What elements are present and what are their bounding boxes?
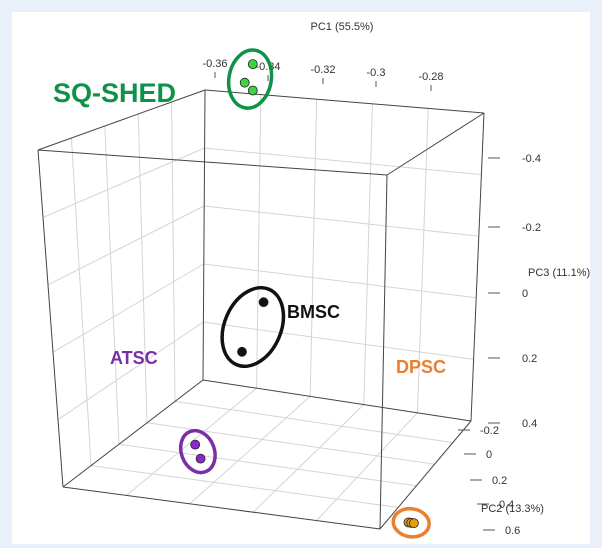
data-point-atsc — [190, 439, 201, 450]
pc3-tick-label: 0 — [522, 288, 528, 300]
grid-line — [70, 137, 92, 466]
box-edge — [37, 149, 388, 176]
cluster-ellipse-atsc — [178, 428, 217, 475]
data-point-sq-shed — [239, 77, 250, 88]
points-layer — [190, 59, 419, 529]
grid-line — [57, 321, 204, 421]
pc1-tick-label: -0.28 — [418, 71, 443, 83]
grid-line — [203, 263, 477, 299]
box-edge — [470, 112, 485, 422]
box-edge — [379, 420, 472, 530]
box-edge — [202, 89, 206, 381]
pc3-axis-title: PC3 (11.1%) — [528, 267, 590, 279]
grid-line — [256, 94, 262, 389]
box-edge — [37, 89, 206, 151]
grid-line — [171, 101, 176, 402]
pc2-tick-label: 0.6 — [505, 525, 520, 537]
grid-line — [90, 465, 399, 508]
group-label-dpsc: DPSC — [396, 357, 446, 377]
pc2-tick-label: 0.2 — [492, 475, 507, 487]
grid-line — [137, 113, 148, 423]
data-point-sq-shed — [247, 59, 258, 69]
clusters-layer — [178, 48, 431, 539]
pc1-tick-label: -0.3 — [367, 67, 386, 79]
plot-panel — [12, 12, 590, 544]
grid-line — [316, 412, 418, 521]
grid-line — [416, 108, 429, 413]
box-edge — [62, 486, 381, 530]
grid-line — [204, 205, 479, 237]
group-label-sq-shed: SQ-SHED — [53, 78, 176, 108]
box-edge — [37, 149, 64, 488]
box-edge — [386, 112, 485, 176]
pc3-tick-label: -0.2 — [522, 222, 541, 234]
grid-line — [118, 443, 417, 487]
data-point-dpsc — [408, 518, 419, 529]
pc3-tick-label: 0.2 — [522, 353, 537, 365]
pc1-tick-label: -0.32 — [310, 64, 335, 76]
grid-layer — [42, 94, 482, 521]
data-point-sq-shed — [247, 85, 258, 96]
grid-line — [363, 103, 373, 405]
pc1-tick-label: -0.34 — [255, 61, 280, 73]
grid-line — [189, 396, 311, 505]
group-label-atsc: ATSC — [110, 348, 158, 368]
box-edge — [202, 379, 472, 422]
group-label-bmsc: BMSC — [287, 302, 340, 322]
grid-line — [309, 99, 318, 397]
data-point-atsc — [195, 453, 206, 464]
grid-line — [174, 400, 453, 444]
pc2-axis-title: PC2 (13.3%) — [481, 503, 544, 515]
box-edge — [62, 379, 204, 488]
pc3-tick-label: 0.4 — [522, 418, 537, 430]
pc1-tick-label: -0.36 — [202, 58, 227, 70]
box-layer — [37, 89, 485, 530]
pc1-axis-title: PC1 (55.5%) — [311, 21, 374, 33]
ticks-layer: -0.36 -0.34 -0.32 -0.3 -0.28 -0.4 -0.2 0 0.2 0.4 -… — [202, 58, 541, 537]
grid-line — [252, 404, 365, 513]
grid-line — [104, 125, 120, 445]
pc2-tick-label: 0.4 — [499, 499, 514, 511]
grid-line — [204, 147, 482, 176]
grid-line — [47, 205, 205, 286]
cluster-ellipse-dpsc — [391, 506, 431, 539]
box-edge — [379, 174, 388, 530]
cluster-ellipse-bmsc — [220, 285, 286, 369]
pc2-tick-label: 0 — [486, 449, 492, 461]
data-point-bmsc — [258, 297, 269, 308]
data-point-bmsc — [237, 346, 247, 357]
pc2-tick-label: -0.2 — [480, 425, 499, 437]
pc3-tick-label: -0.4 — [522, 153, 541, 165]
cluster-ellipse-sq-shed — [226, 48, 274, 110]
grid-line — [52, 263, 205, 353]
grid-line — [203, 321, 474, 360]
